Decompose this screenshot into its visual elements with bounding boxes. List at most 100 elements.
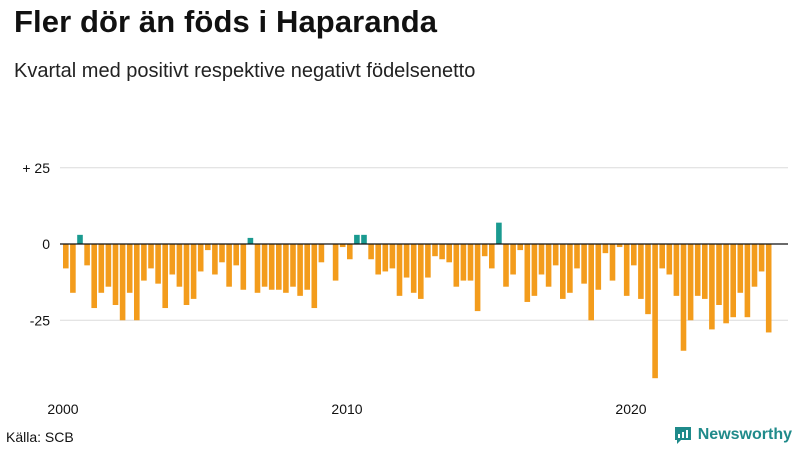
bar bbox=[645, 244, 651, 315]
bar bbox=[609, 244, 616, 281]
bar bbox=[680, 244, 687, 351]
bar bbox=[77, 234, 83, 244]
bar bbox=[453, 244, 460, 287]
bar bbox=[254, 244, 261, 293]
bar bbox=[467, 244, 474, 281]
x-tick-label: 2020 bbox=[615, 401, 646, 417]
bar bbox=[588, 244, 594, 321]
bar bbox=[517, 244, 523, 251]
bar bbox=[716, 244, 722, 305]
bar bbox=[396, 244, 403, 296]
source-note: Källa: SCB bbox=[6, 429, 74, 445]
bar bbox=[112, 244, 119, 305]
bar bbox=[623, 244, 630, 296]
bar bbox=[197, 244, 204, 272]
bar bbox=[503, 244, 509, 287]
bar bbox=[63, 244, 69, 269]
bar bbox=[311, 244, 318, 309]
chart-subtitle: Kvartal med positivt respektive negativt… bbox=[14, 60, 476, 82]
bar bbox=[297, 244, 303, 296]
bar bbox=[524, 244, 531, 302]
bar bbox=[268, 244, 275, 290]
bar bbox=[91, 244, 97, 309]
bar bbox=[190, 244, 197, 299]
bar bbox=[687, 244, 694, 321]
bar bbox=[283, 244, 289, 293]
bar bbox=[389, 244, 396, 269]
bar bbox=[489, 244, 495, 269]
bar bbox=[105, 244, 112, 287]
bar bbox=[219, 244, 225, 263]
bar bbox=[666, 244, 673, 275]
bar bbox=[474, 244, 481, 312]
axes: + 25 0 -25 2000 2010 2020 bbox=[22, 160, 788, 417]
bar bbox=[276, 244, 282, 290]
bar bbox=[581, 244, 587, 284]
bar bbox=[758, 244, 765, 272]
bar bbox=[481, 244, 488, 257]
gridlines bbox=[60, 167, 788, 321]
bar bbox=[545, 244, 552, 287]
bar bbox=[134, 244, 140, 321]
bar bbox=[751, 244, 758, 287]
bar bbox=[318, 244, 325, 263]
bar bbox=[659, 244, 665, 269]
bar bbox=[375, 244, 381, 275]
bar bbox=[361, 234, 367, 244]
bar bbox=[709, 244, 715, 330]
bar bbox=[155, 244, 161, 284]
bar bbox=[240, 244, 247, 290]
bar bbox=[538, 244, 545, 275]
newsworthy-logo-icon bbox=[674, 427, 691, 444]
bar bbox=[425, 244, 431, 278]
brand-logo: Newsworthy bbox=[673, 425, 792, 445]
bar bbox=[552, 244, 559, 266]
bar bbox=[560, 244, 566, 299]
bar bbox=[205, 244, 211, 251]
bar bbox=[496, 222, 502, 244]
bar bbox=[119, 244, 126, 321]
bar bbox=[226, 244, 232, 287]
brand-name: Newsworthy bbox=[697, 426, 792, 443]
bar bbox=[247, 237, 254, 244]
bar bbox=[765, 244, 772, 333]
chart-title: Fler dör än föds i Haparanda bbox=[14, 4, 438, 39]
x-tick-label: 2000 bbox=[47, 401, 78, 417]
bar bbox=[176, 244, 183, 287]
bar bbox=[403, 244, 410, 278]
bar bbox=[347, 244, 353, 260]
bar bbox=[723, 244, 729, 324]
y-tick-label: -25 bbox=[30, 312, 50, 328]
bar bbox=[354, 234, 360, 244]
bar bbox=[673, 244, 680, 296]
bar bbox=[418, 244, 424, 299]
bar bbox=[460, 244, 467, 281]
x-tick-label: 2010 bbox=[331, 401, 362, 417]
bar bbox=[183, 244, 190, 305]
bar bbox=[595, 244, 602, 290]
bar bbox=[261, 244, 268, 287]
bar bbox=[602, 244, 609, 254]
bar bbox=[148, 244, 154, 269]
y-tick-label: + 25 bbox=[22, 160, 50, 176]
bar bbox=[432, 244, 438, 257]
bar bbox=[631, 244, 637, 266]
bar bbox=[162, 244, 168, 309]
bar bbox=[141, 244, 147, 281]
bar bbox=[737, 244, 744, 293]
bar bbox=[446, 244, 452, 263]
bar bbox=[510, 244, 516, 275]
bar bbox=[574, 244, 580, 269]
bar bbox=[531, 244, 538, 296]
bar bbox=[652, 244, 658, 379]
bar bbox=[616, 244, 623, 248]
bar bbox=[233, 244, 239, 266]
bar bbox=[410, 244, 417, 293]
bar bbox=[439, 244, 445, 260]
bar bbox=[84, 244, 90, 266]
bar bbox=[290, 244, 296, 287]
bar bbox=[702, 244, 708, 299]
bar bbox=[212, 244, 218, 275]
bar bbox=[98, 244, 105, 293]
